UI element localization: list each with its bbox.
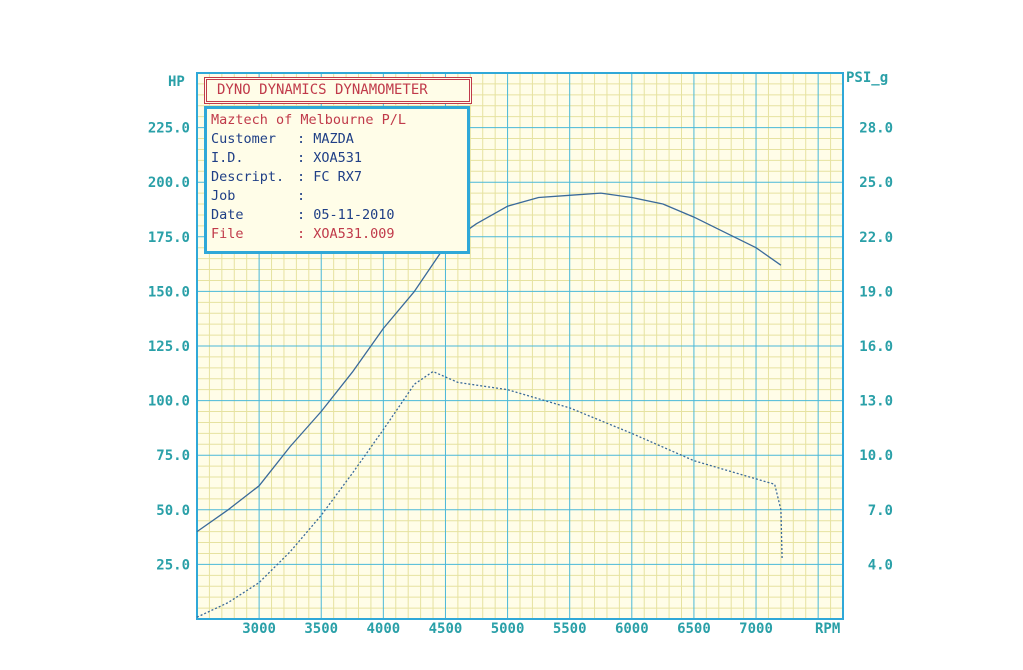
- title-box: DYNO DYNAMICS DYNAMOMETER: [204, 77, 472, 104]
- y-tick-label-right: 25.0: [859, 175, 893, 191]
- info-value: MAZDA: [313, 131, 354, 147]
- x-tick-label: 6500: [677, 621, 711, 637]
- y-axis-label-right: PSI_g: [846, 70, 888, 86]
- tick-labels: 3000 3500 4000 4500 5000 5500 6000 6500 7000 25.0…: [148, 121, 893, 637]
- x-tick-label: 4500: [429, 621, 463, 637]
- y-tick-label-left: 125.0: [148, 339, 190, 355]
- company-name: Maztech of Melbourne P/L: [211, 112, 407, 128]
- x-tick-label: 4000: [366, 621, 400, 637]
- chart-title: DYNO DYNAMICS DYNAMOMETER: [217, 82, 428, 98]
- x-tick-label: 7000: [739, 621, 773, 637]
- info-row-descript: Descript.: FC RX7: [211, 169, 363, 185]
- info-box: Maztech of Melbourne P/L Customer: MAZDA…: [204, 106, 470, 254]
- info-value: FC RX7: [313, 169, 363, 185]
- x-tick-label: 3500: [304, 621, 338, 637]
- info-value: XOA531: [313, 150, 363, 166]
- series-line-1: [196, 192, 782, 533]
- y-tick-label-left: 75.0: [156, 448, 190, 464]
- series-layer: [196, 192, 783, 618]
- y-tick-label-left: 25.0: [156, 557, 190, 573]
- y-tick-label-left: 50.0: [156, 503, 190, 519]
- info-value: XOA531.009: [313, 226, 395, 242]
- y-tick-label-right: 7.0: [868, 503, 893, 519]
- y-tick-label-left: 225.0: [148, 121, 190, 137]
- x-tick-label: 5500: [553, 621, 587, 637]
- y-tick-label-right: 10.0: [859, 448, 893, 464]
- x-tick-label: 6000: [615, 621, 649, 637]
- info-row-job: Job:: [211, 188, 314, 204]
- y-tick-label-left: 175.0: [148, 230, 190, 246]
- info-row-id: I.D.: XOA531: [211, 150, 363, 166]
- y-axis-label-left: HP: [168, 74, 185, 90]
- info-label: I.D.: [211, 150, 244, 166]
- info-label: Descript.: [211, 169, 285, 185]
- y-tick-label-right: 19.0: [859, 284, 893, 300]
- y-tick-label-left: 100.0: [148, 394, 190, 410]
- info-label: Customer: [211, 131, 277, 147]
- info-row-file: File: XOA531.009: [211, 226, 395, 242]
- y-tick-label-left: 200.0: [148, 175, 190, 191]
- info-value: 05-11-2010: [313, 207, 395, 223]
- x-axis-label: RPM: [815, 621, 840, 637]
- info-row-customer: Customer: MAZDA: [211, 131, 354, 147]
- x-tick-label: 3000: [242, 621, 276, 637]
- y-tick-label-right: 22.0: [859, 230, 893, 246]
- y-tick-label-right: 16.0: [859, 339, 893, 355]
- x-tick-label: 5000: [491, 621, 525, 637]
- y-tick-label-right: 28.0: [859, 121, 893, 137]
- y-tick-label-left: 150.0: [148, 284, 190, 300]
- info-row-date: Date: 05-11-2010: [211, 207, 395, 223]
- info-label: File: [211, 226, 244, 242]
- y-tick-label-right: 4.0: [868, 557, 893, 573]
- y-tick-label-right: 13.0: [859, 394, 893, 410]
- plot-frame: [196, 72, 844, 620]
- info-label: Job: [211, 188, 236, 204]
- info-label: Date: [211, 207, 244, 223]
